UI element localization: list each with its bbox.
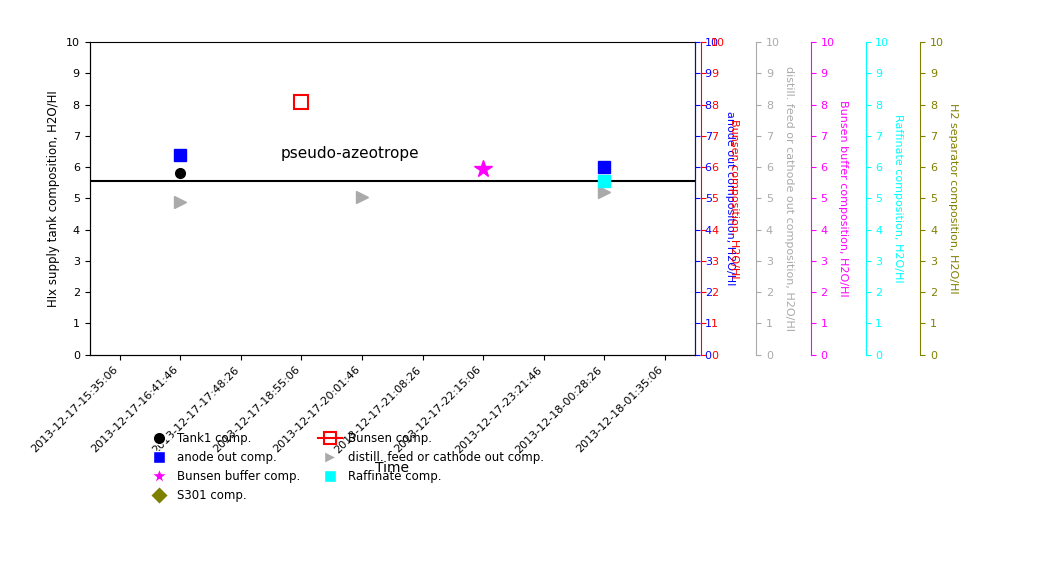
X-axis label: Time: Time	[375, 461, 410, 475]
Y-axis label: Bunsen buffer composition, H2O/HI: Bunsen buffer composition, H2O/HI	[838, 100, 849, 297]
Y-axis label: Raffinate composition, H2O/HI: Raffinate composition, H2O/HI	[893, 114, 903, 283]
Y-axis label: distill. feed or cathode out composition, H2O/HI: distill. feed or cathode out composition…	[783, 66, 794, 331]
Text: pseudo-azeotrope: pseudo-azeotrope	[280, 146, 419, 161]
Legend: Tank1 comp., anode out comp., Bunsen buffer comp., S301 comp., Bunsen comp., dis: Tank1 comp., anode out comp., Bunsen buf…	[143, 427, 549, 507]
Y-axis label: HIx supply tank composition, H2O/HI: HIx supply tank composition, H2O/HI	[47, 90, 60, 307]
Y-axis label: anode out composition, H2O/HI: anode out composition, H2O/HI	[726, 111, 735, 285]
Y-axis label: Bunsen composition, H2O/HI: Bunsen composition, H2O/HI	[729, 119, 739, 278]
Y-axis label: H2 separator composition, H2O/HI: H2 separator composition, H2O/HI	[948, 103, 958, 294]
